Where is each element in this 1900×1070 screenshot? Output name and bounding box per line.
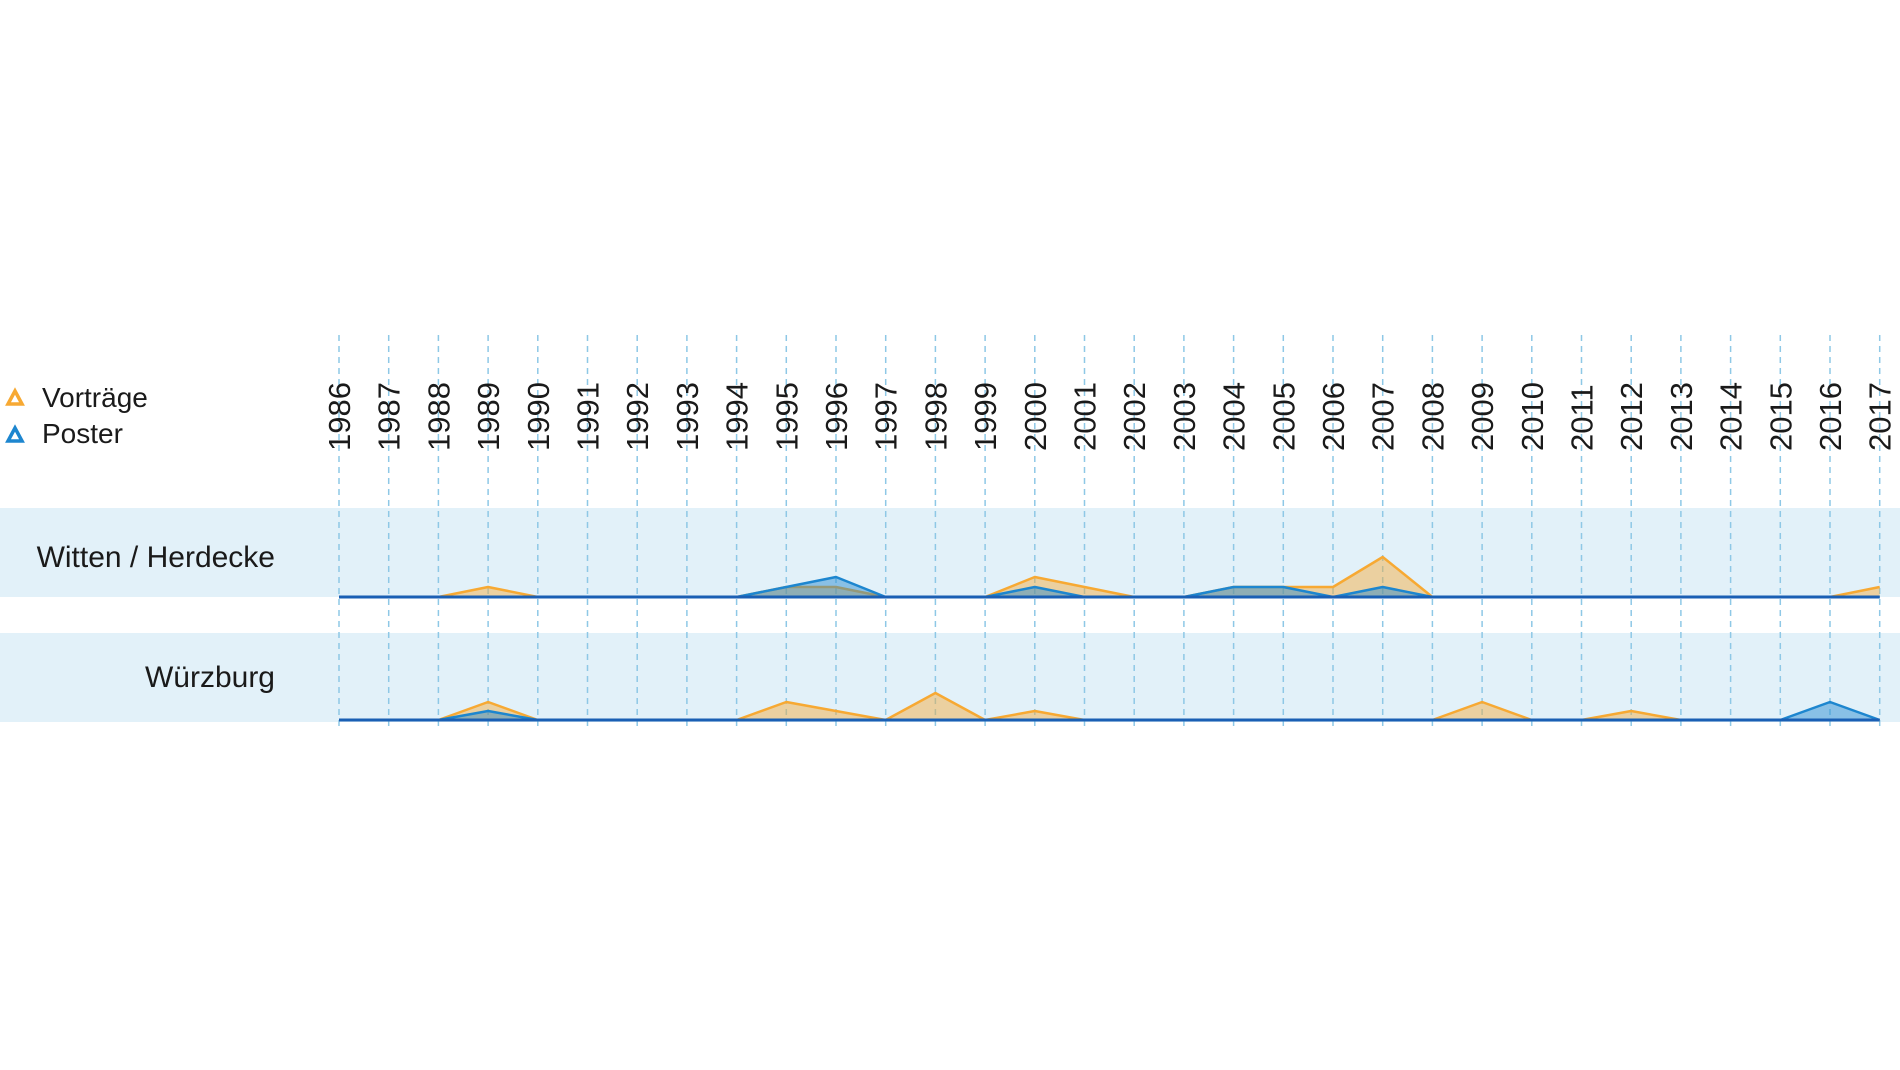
year-tick-label: 2015 (1763, 382, 1798, 451)
year-tick-label: 2000 (1018, 382, 1053, 451)
row-band (0, 633, 1900, 722)
legend-label-poster: Poster (42, 418, 123, 449)
year-tick-label: 1986 (322, 382, 357, 451)
year-tick-label: 2006 (1316, 382, 1351, 451)
year-tick-label: 2008 (1415, 382, 1450, 451)
year-tick-label: 2017 (1863, 382, 1898, 451)
year-tick-label: 1992 (620, 382, 655, 451)
legend: Vorträge Poster (5, 382, 148, 449)
row-labels: Witten / Herdecke Würzburg (37, 541, 275, 694)
year-tick-label: 1998 (918, 382, 953, 451)
year-tick-label: 2003 (1167, 382, 1202, 451)
legend-label-vortraege: Vorträge (42, 382, 148, 413)
triangle-outline-icon (5, 424, 25, 443)
triangle-outline-icon (5, 387, 25, 406)
year-tick-label: 2012 (1614, 382, 1649, 451)
year-labels: 1986 1987 1988 1989 1990 1991 1992 1993 1994 1995… (322, 382, 1898, 451)
year-tick-label: 1996 (819, 382, 854, 451)
year-tick-label: 2014 (1714, 382, 1749, 451)
year-tick-label: 1987 (372, 382, 407, 451)
year-tick-label: 1995 (769, 382, 804, 451)
row-band (0, 508, 1900, 597)
row-baselines (339, 595, 1880, 722)
series-area-fill (339, 702, 1880, 720)
legend-item-poster: Poster (5, 418, 123, 449)
year-tick-label: 1991 (571, 382, 606, 451)
row-bands (0, 508, 1900, 722)
year-tick-label: 1994 (720, 382, 755, 451)
year-tick-label: 2011 (1565, 384, 1600, 451)
year-tick-label: 2005 (1266, 382, 1301, 451)
year-tick-label: 2016 (1813, 382, 1848, 451)
year-tick-label: 1993 (670, 382, 705, 451)
row-label: Würzburg (145, 661, 275, 694)
year-tick-label: 2004 (1217, 382, 1252, 451)
year-tick-label: 2013 (1664, 382, 1699, 451)
year-tick-label: 2010 (1515, 382, 1550, 451)
year-tick-label: 1997 (869, 382, 904, 451)
year-tick-label: 2009 (1465, 382, 1500, 451)
year-tick-label: 2007 (1366, 382, 1401, 451)
year-tick-label: 1988 (421, 382, 456, 451)
year-tick-label: 1989 (471, 382, 506, 451)
year-tick-label: 2001 (1068, 382, 1103, 451)
series-area-fill (339, 557, 1880, 597)
row-label: Witten / Herdecke (37, 541, 275, 574)
year-tick-label: 1999 (968, 382, 1003, 451)
year-tick-label: 2002 (1117, 382, 1152, 451)
series-area-fill (339, 693, 1880, 720)
year-tick-label: 1990 (521, 382, 556, 451)
legend-item-vortraege: Vorträge (5, 382, 148, 413)
